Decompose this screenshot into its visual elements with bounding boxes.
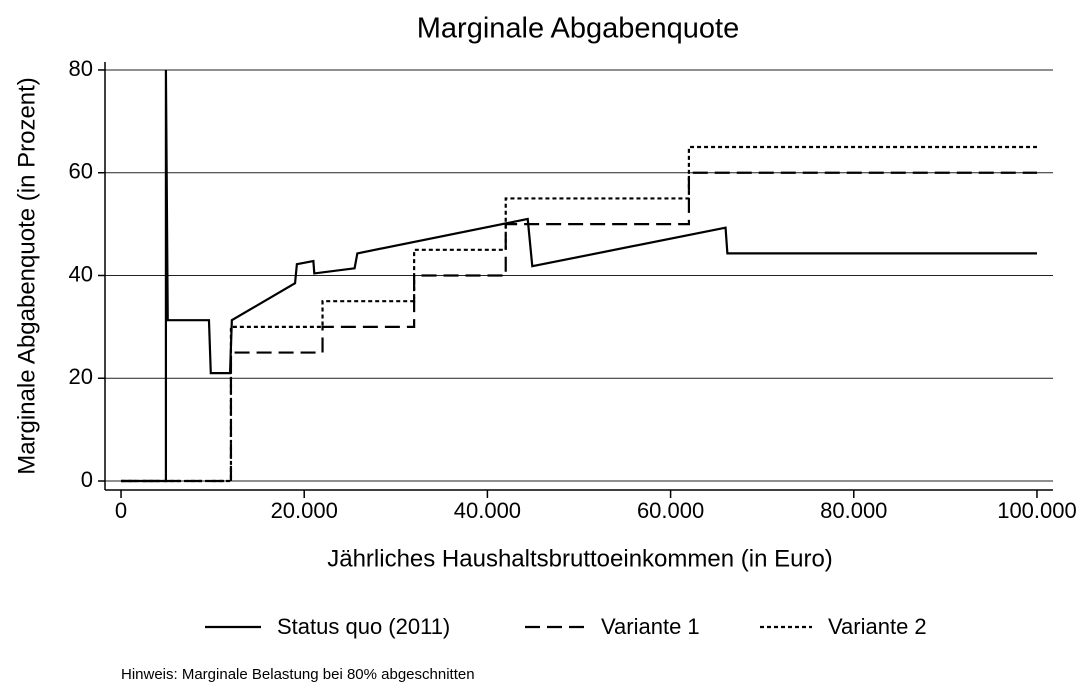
x-tick-label: 0 (115, 498, 127, 523)
y-tick-label: 80 (69, 56, 93, 81)
y-tick-label: 0 (81, 467, 93, 492)
chart-title: Marginale Abgabenquote (417, 13, 739, 45)
x-tick-label: 40.000 (454, 498, 521, 523)
x-tick-label: 20.000 (271, 498, 338, 523)
note: Hinweis: Marginale Belastung bei 80% abg… (121, 666, 475, 683)
x-axis-label: Jährliches Haushaltsbruttoeinkommen (in … (327, 545, 833, 572)
series-line (121, 171, 1037, 483)
legend-label: Variante 2 (828, 614, 927, 639)
series-line (121, 69, 1037, 483)
y-tick-label: 40 (69, 261, 93, 286)
y-tick-label: 20 (69, 364, 93, 389)
y-axis-label: Marginale Abgabenquote (in Prozent) (13, 77, 40, 475)
series-line (121, 145, 1037, 483)
x-tick-label: 100.000 (997, 498, 1077, 523)
x-tick-label: 60.000 (637, 498, 704, 523)
legend-label: Status quo (2011) (277, 614, 450, 639)
legend-label: Variante 1 (601, 614, 700, 639)
x-tick-label: 80.000 (820, 498, 887, 523)
y-tick-label: 60 (69, 159, 93, 184)
